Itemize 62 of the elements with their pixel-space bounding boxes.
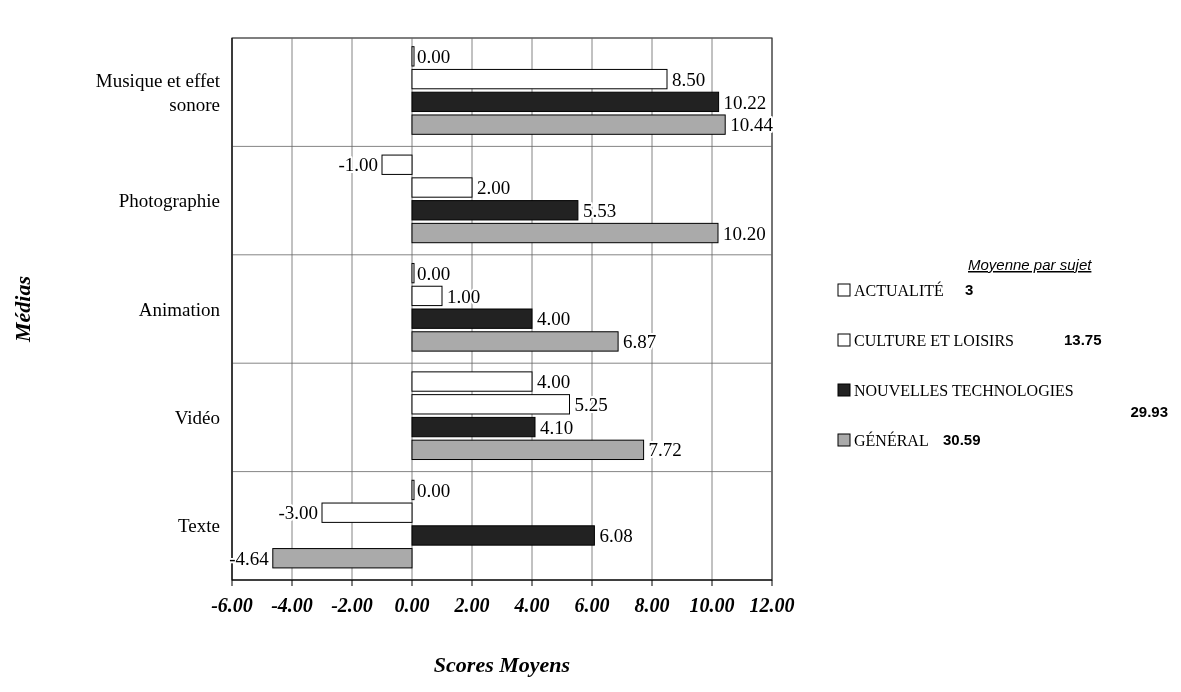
legend-label: ACTUALITÉ bbox=[854, 280, 944, 299]
data-label: 4.00 bbox=[537, 308, 571, 330]
data-label: 5.25 bbox=[574, 393, 608, 415]
legend-label: CULTURE ET LOISIRS bbox=[854, 331, 1015, 349]
data-label: 7.72 bbox=[648, 439, 682, 461]
bar bbox=[411, 371, 533, 392]
y-tick-label: Vidéo bbox=[174, 407, 220, 429]
bar bbox=[411, 200, 579, 221]
data-label: 10.22 bbox=[723, 91, 767, 113]
bar bbox=[411, 285, 443, 307]
legend-title: Moyenne par sujet bbox=[968, 256, 1093, 273]
x-tick-label: -2.00 bbox=[331, 594, 373, 616]
y-tick-label: Musique et effet sonore bbox=[95, 69, 221, 116]
legend-label: NOUVELLES TECHNOLOGIES bbox=[854, 381, 1074, 399]
data-label: 4.10 bbox=[540, 416, 574, 438]
text: 3 bbox=[965, 281, 974, 299]
x-tick-label: 8.00 bbox=[634, 594, 670, 616]
bar bbox=[411, 439, 645, 461]
data-label: 10.20 bbox=[723, 222, 766, 244]
x-tick-label: 10.00 bbox=[689, 594, 735, 616]
bar bbox=[381, 154, 413, 175]
text: 30.59 bbox=[943, 431, 981, 449]
y-tick-label: Photographie bbox=[118, 190, 220, 212]
data-label: 10.44 bbox=[730, 114, 774, 136]
bar bbox=[321, 502, 413, 523]
data-label: 8.50 bbox=[672, 68, 706, 90]
data-label: 0.00 bbox=[417, 46, 451, 67]
bar bbox=[411, 68, 668, 90]
x-axis-title: Scores Moyens bbox=[433, 652, 571, 677]
bar bbox=[411, 394, 570, 415]
text: 13.75 bbox=[1064, 331, 1102, 349]
data-label: -3.00 bbox=[278, 502, 318, 524]
x-tick-label: 2.00 bbox=[453, 594, 490, 616]
data-label: 4.00 bbox=[537, 371, 571, 393]
data-label: 1.00 bbox=[447, 285, 481, 307]
data-label: 6.08 bbox=[599, 525, 633, 547]
y-axis-title: Médias bbox=[10, 276, 35, 343]
legend-label: GÉNÉRAL bbox=[854, 430, 929, 449]
data-label: 0.00 bbox=[417, 479, 451, 501]
bar bbox=[411, 91, 720, 113]
data-label: -1.00 bbox=[338, 154, 378, 176]
y-tick-label: Texte bbox=[178, 515, 220, 537]
bar bbox=[411, 114, 726, 135]
data-label: 5.53 bbox=[582, 199, 617, 221]
bar bbox=[411, 222, 719, 244]
text: 29.93 bbox=[1130, 403, 1168, 421]
x-tick-label: -6.00 bbox=[211, 594, 253, 616]
x-tick-label: 6.00 bbox=[574, 594, 610, 616]
data-label: 0.00 bbox=[417, 262, 451, 284]
bar bbox=[411, 308, 533, 329]
x-tick-label: -4.00 bbox=[271, 594, 313, 616]
x-tick-label: 4.00 bbox=[513, 594, 550, 616]
data-label: 2.00 bbox=[477, 177, 511, 199]
bar bbox=[272, 548, 413, 569]
bar bbox=[411, 416, 536, 438]
x-tick-label: 0.00 bbox=[394, 594, 430, 616]
data-label: 6.87 bbox=[623, 331, 657, 353]
y-tick-label: Animation bbox=[138, 298, 221, 320]
bar bbox=[411, 525, 595, 546]
bar bbox=[411, 331, 619, 352]
x-tick-label: 12.00 bbox=[749, 594, 795, 616]
bar bbox=[411, 177, 473, 198]
